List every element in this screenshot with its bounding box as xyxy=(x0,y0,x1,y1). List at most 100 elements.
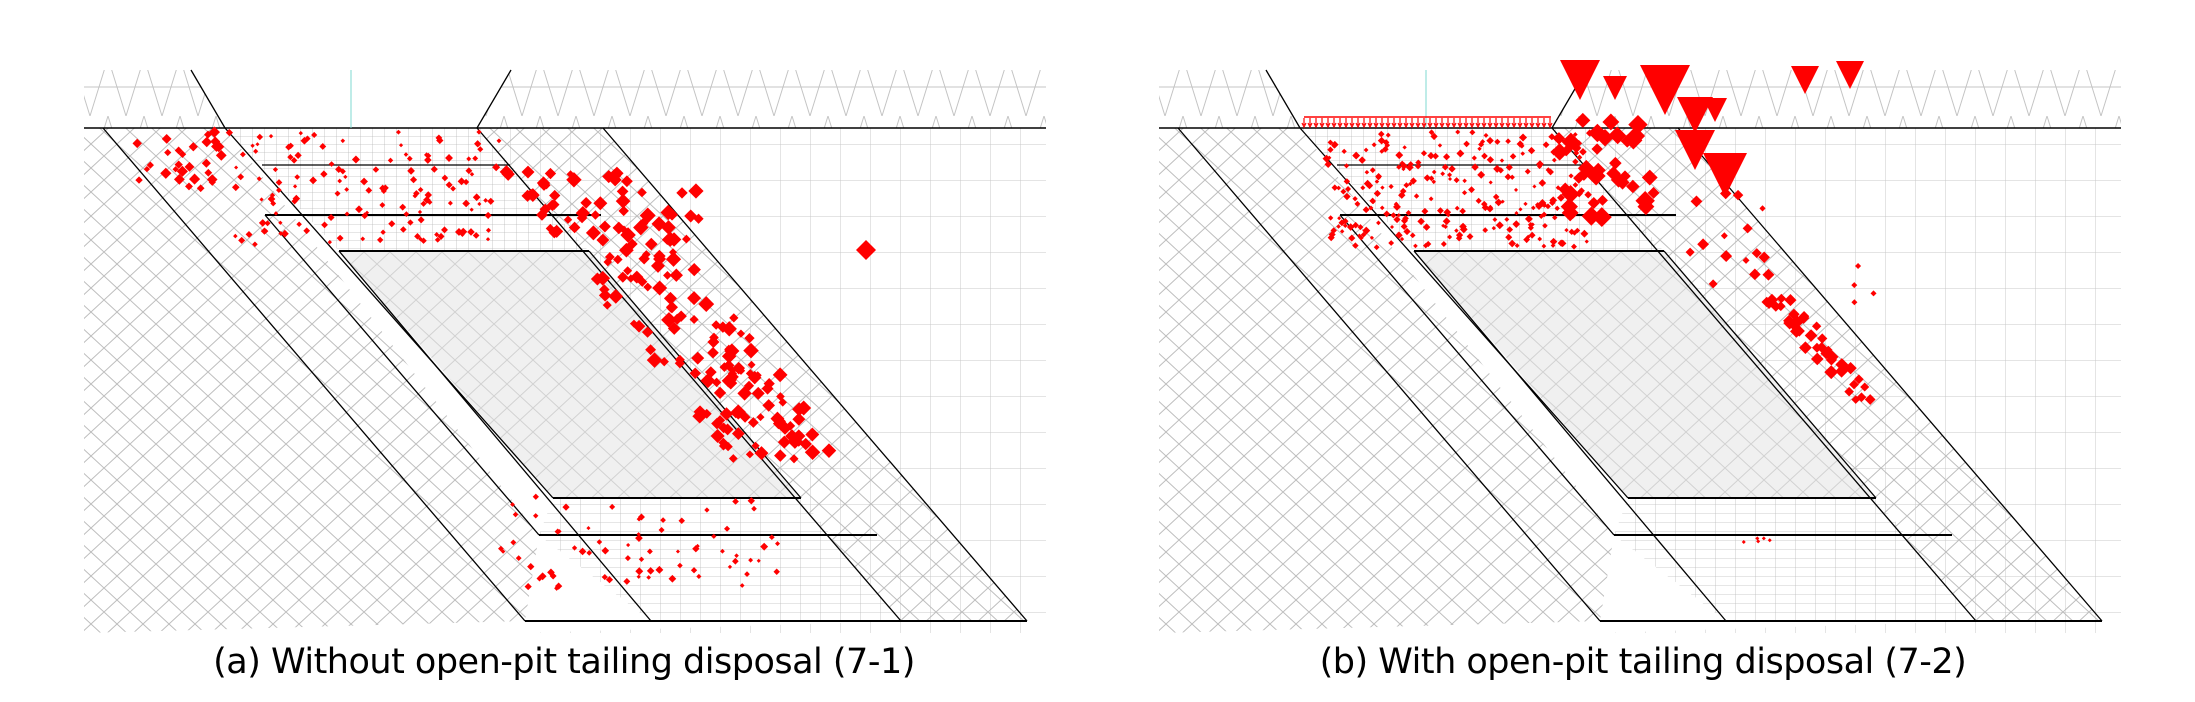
yield-element xyxy=(593,196,608,211)
yield-element xyxy=(626,542,631,548)
yield-element xyxy=(1761,536,1766,541)
load-arrow-icon xyxy=(1415,118,1421,129)
yield-element xyxy=(201,136,213,148)
yield-element xyxy=(364,210,370,215)
yield-element xyxy=(1516,140,1524,148)
yield-element xyxy=(1421,207,1429,215)
yield-element xyxy=(1446,212,1451,218)
yield-element xyxy=(743,380,755,391)
yield-element xyxy=(417,209,423,215)
yield-element xyxy=(554,582,563,590)
yield-element xyxy=(234,165,239,170)
yield-element xyxy=(259,197,264,202)
yield-element xyxy=(1505,163,1513,171)
load-arrow-icon xyxy=(1451,118,1457,129)
load-arrow-icon xyxy=(1337,118,1343,129)
yield-element xyxy=(1422,242,1429,249)
yield-element xyxy=(532,493,539,500)
yield-element xyxy=(605,576,614,584)
yield-element xyxy=(1327,155,1332,160)
yield-element xyxy=(268,134,274,139)
yield-element xyxy=(445,181,453,189)
yield-element xyxy=(674,354,685,365)
load-arrow-icon xyxy=(1319,118,1325,129)
yield-element xyxy=(721,321,737,337)
yield-element xyxy=(633,219,649,236)
yield-element xyxy=(1555,185,1561,191)
yield-element xyxy=(721,349,737,364)
yield-element xyxy=(624,555,631,562)
yield-element xyxy=(804,444,821,460)
yield-element-large xyxy=(1560,60,1600,100)
yield-element xyxy=(1647,186,1660,199)
yield-element xyxy=(575,206,591,221)
yield-element xyxy=(1586,166,1606,186)
yield-element xyxy=(377,236,384,244)
yield-element xyxy=(1324,160,1332,168)
yield-element xyxy=(1336,224,1341,229)
yield-element xyxy=(727,564,733,569)
yield-element xyxy=(663,291,678,305)
yield-element xyxy=(747,360,756,369)
yield-element xyxy=(337,178,343,184)
yield-element xyxy=(566,170,575,179)
yield-element xyxy=(1357,233,1362,238)
yield-element xyxy=(483,197,489,203)
yield-element xyxy=(524,582,532,591)
yield-element xyxy=(321,221,328,229)
yield-element xyxy=(578,547,587,556)
yield-element xyxy=(734,553,739,558)
yield-element xyxy=(1358,156,1366,164)
yield-element xyxy=(595,270,611,286)
yield-element xyxy=(372,166,380,173)
yield-element xyxy=(412,193,418,199)
yield-element xyxy=(303,227,311,235)
yield-element xyxy=(474,140,482,148)
yield-element xyxy=(1441,163,1449,171)
yield-element xyxy=(1376,220,1381,226)
yield-element xyxy=(434,236,441,243)
yield-element xyxy=(380,229,386,235)
yield-element xyxy=(1564,227,1569,233)
yield-element xyxy=(1844,386,1854,397)
load-arrow-icon xyxy=(1427,118,1433,129)
yield-element xyxy=(1609,156,1622,170)
yield-element xyxy=(1395,151,1404,160)
yield-element xyxy=(690,567,698,574)
yield-element xyxy=(775,541,781,547)
yield-element xyxy=(620,227,636,243)
yield-element xyxy=(1362,206,1370,214)
yield-element xyxy=(720,548,725,554)
yield-element xyxy=(636,516,642,522)
load-arrow-icon xyxy=(1367,118,1373,129)
yield-element xyxy=(623,266,633,276)
yield-element-large xyxy=(1791,66,1819,94)
yield-element xyxy=(760,542,769,551)
yield-element xyxy=(1584,239,1589,244)
yield-element xyxy=(1851,299,1858,306)
yield-element xyxy=(1619,170,1631,182)
yield-element xyxy=(344,211,350,217)
yield-element xyxy=(1758,251,1770,264)
yield-element xyxy=(638,556,645,562)
yield-element xyxy=(472,232,480,239)
panel-b-mesh xyxy=(1158,60,2122,634)
yield-element xyxy=(732,557,739,565)
yield-element xyxy=(1393,201,1399,207)
yield-element xyxy=(477,201,482,207)
yield-element xyxy=(700,373,716,389)
load-arrow-icon xyxy=(1409,118,1415,129)
yield-element xyxy=(645,344,657,356)
yield-element xyxy=(1402,145,1407,150)
yield-element xyxy=(1415,159,1422,166)
load-arrow-icon xyxy=(1445,118,1451,129)
yield-element xyxy=(756,558,761,563)
yield-element xyxy=(615,193,631,209)
yield-element xyxy=(204,130,212,139)
yield-element xyxy=(245,230,253,238)
yield-element xyxy=(727,369,738,379)
yield-element xyxy=(403,211,410,217)
yield-element xyxy=(1447,172,1453,178)
yield-element xyxy=(1430,132,1438,141)
yield-element xyxy=(527,563,535,571)
